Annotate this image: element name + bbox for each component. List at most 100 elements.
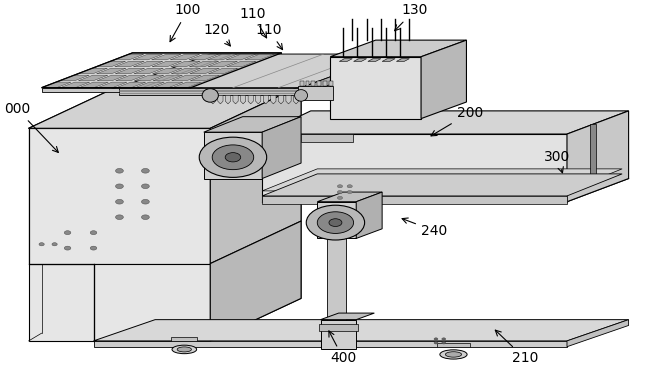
Circle shape	[200, 137, 267, 177]
Circle shape	[115, 199, 123, 204]
Polygon shape	[589, 125, 596, 175]
Polygon shape	[293, 95, 299, 104]
Polygon shape	[319, 324, 358, 331]
Polygon shape	[227, 61, 256, 67]
Polygon shape	[96, 61, 126, 67]
Polygon shape	[312, 81, 316, 86]
Circle shape	[212, 145, 254, 170]
Text: 100: 100	[170, 3, 201, 42]
Polygon shape	[207, 54, 237, 60]
Text: 000: 000	[4, 102, 58, 152]
Polygon shape	[286, 95, 291, 104]
Polygon shape	[171, 68, 201, 74]
Polygon shape	[133, 54, 162, 60]
Text: 240: 240	[402, 218, 447, 238]
Polygon shape	[93, 263, 210, 341]
Polygon shape	[153, 68, 182, 74]
Polygon shape	[233, 95, 238, 104]
Polygon shape	[421, 40, 466, 119]
Polygon shape	[153, 75, 183, 81]
Polygon shape	[134, 68, 164, 74]
Polygon shape	[262, 169, 622, 191]
Circle shape	[434, 342, 438, 344]
Ellipse shape	[440, 350, 467, 359]
Polygon shape	[218, 95, 223, 104]
Polygon shape	[301, 134, 353, 142]
Polygon shape	[190, 68, 219, 74]
Polygon shape	[241, 95, 246, 104]
Polygon shape	[396, 59, 409, 61]
Polygon shape	[79, 82, 108, 88]
Circle shape	[347, 185, 352, 188]
Polygon shape	[135, 82, 164, 88]
Polygon shape	[244, 54, 274, 60]
Polygon shape	[119, 88, 301, 95]
Circle shape	[442, 342, 446, 344]
Polygon shape	[171, 61, 200, 67]
Polygon shape	[323, 81, 327, 86]
Polygon shape	[327, 239, 346, 329]
Circle shape	[337, 191, 342, 194]
Polygon shape	[60, 75, 89, 81]
Circle shape	[52, 243, 57, 246]
Polygon shape	[29, 128, 210, 263]
Polygon shape	[226, 95, 231, 104]
Polygon shape	[115, 68, 145, 74]
Polygon shape	[298, 86, 333, 100]
Polygon shape	[262, 174, 622, 196]
Polygon shape	[382, 59, 395, 61]
Polygon shape	[96, 68, 126, 74]
Circle shape	[306, 205, 364, 240]
Polygon shape	[278, 95, 284, 104]
Polygon shape	[189, 54, 218, 60]
Circle shape	[141, 168, 149, 173]
Polygon shape	[134, 61, 163, 67]
Polygon shape	[262, 134, 567, 202]
Circle shape	[141, 184, 149, 189]
Ellipse shape	[295, 90, 308, 101]
Polygon shape	[204, 132, 262, 178]
Polygon shape	[353, 59, 366, 61]
Polygon shape	[134, 75, 164, 81]
Polygon shape	[153, 82, 183, 88]
Text: 210: 210	[496, 330, 538, 365]
Circle shape	[347, 191, 352, 194]
Circle shape	[337, 185, 342, 188]
Polygon shape	[93, 320, 629, 341]
Polygon shape	[114, 54, 143, 60]
Polygon shape	[318, 81, 321, 86]
Polygon shape	[368, 59, 381, 61]
Circle shape	[115, 184, 123, 189]
Polygon shape	[208, 61, 237, 67]
Polygon shape	[321, 313, 374, 320]
Polygon shape	[116, 82, 145, 88]
Polygon shape	[437, 343, 469, 347]
Text: 200: 200	[431, 106, 483, 136]
Polygon shape	[172, 82, 201, 88]
Circle shape	[39, 243, 44, 246]
Polygon shape	[256, 95, 261, 104]
Polygon shape	[301, 54, 392, 95]
Text: 110: 110	[256, 23, 282, 50]
Ellipse shape	[445, 352, 462, 357]
Polygon shape	[204, 117, 301, 132]
Polygon shape	[189, 61, 219, 67]
Polygon shape	[356, 192, 382, 239]
Polygon shape	[300, 81, 304, 86]
Polygon shape	[97, 75, 126, 81]
Polygon shape	[190, 75, 220, 81]
Circle shape	[337, 196, 342, 199]
Circle shape	[442, 338, 446, 340]
Polygon shape	[248, 95, 253, 104]
Polygon shape	[329, 81, 333, 86]
Polygon shape	[119, 54, 392, 88]
Polygon shape	[78, 68, 108, 74]
Circle shape	[329, 219, 342, 227]
Circle shape	[90, 246, 96, 250]
Circle shape	[141, 215, 149, 220]
Polygon shape	[93, 341, 567, 347]
Polygon shape	[152, 61, 181, 67]
Polygon shape	[42, 82, 71, 88]
Text: 300: 300	[544, 150, 570, 173]
Polygon shape	[567, 320, 629, 347]
